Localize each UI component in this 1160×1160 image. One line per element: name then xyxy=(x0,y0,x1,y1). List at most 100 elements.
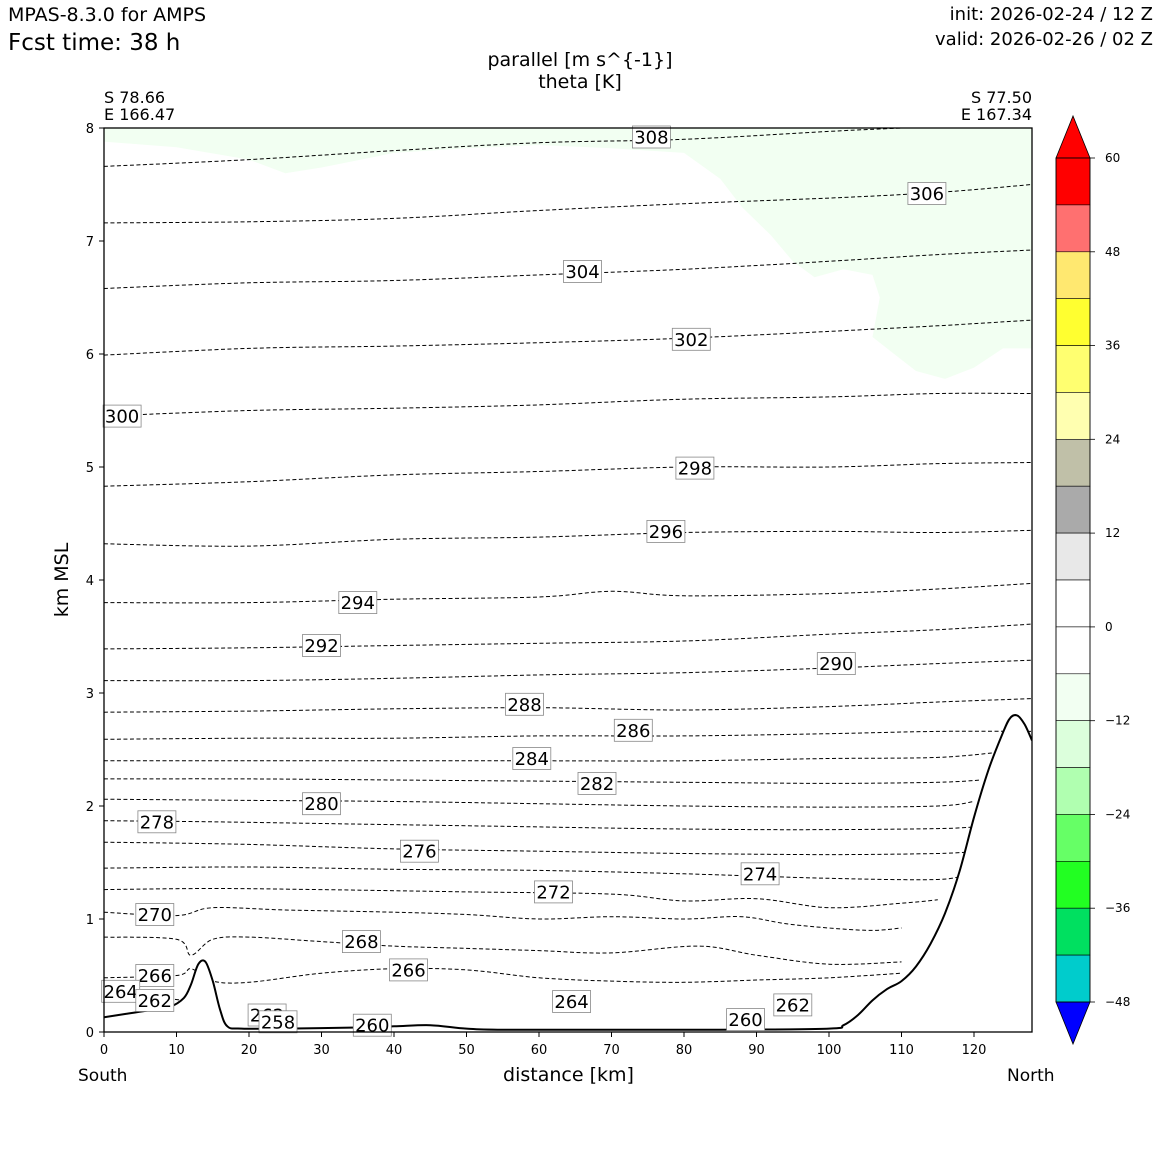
colorbar-bin xyxy=(1055,673,1091,721)
y-tick-label: 7 xyxy=(86,235,94,250)
colorbar-bin xyxy=(1055,157,1091,206)
contour-label-layer: 308 306 304 302 300 298 296 294 292 290 288 286 284 2… xyxy=(101,125,947,1037)
colorbar-tick-label: 60 xyxy=(1105,151,1120,165)
contour-label-box xyxy=(341,930,381,953)
contour-label-288: 288 xyxy=(505,692,544,716)
theta-contour-layer xyxy=(104,128,1032,1001)
contour-label-306: 306 xyxy=(907,182,947,205)
x-axis-label: distance [km] xyxy=(503,1064,634,1086)
colorbar-tick-label: −36 xyxy=(1105,901,1130,915)
contour-label-text: 294 xyxy=(341,593,375,614)
contour-label-box xyxy=(258,1010,298,1034)
y-tick-label: 1 xyxy=(86,913,94,928)
contour-label-274: 274 xyxy=(740,862,780,886)
contour-label-box xyxy=(907,182,947,205)
forecast-time: Fcst time: 38 h xyxy=(8,30,181,56)
colorbar-tick-label: 24 xyxy=(1105,432,1120,446)
colorbar-bin xyxy=(1055,532,1091,581)
colorbar-tick-label: −24 xyxy=(1105,807,1130,821)
colorbar-bin xyxy=(1055,579,1091,628)
colorbar-tick-label: 12 xyxy=(1105,526,1120,540)
theta-contour-306 xyxy=(104,184,1032,224)
terrain-fill xyxy=(104,715,1032,1032)
y-tick-label: 3 xyxy=(86,687,94,702)
theta-contour-268 xyxy=(104,936,902,965)
x-tick-label: 120 xyxy=(962,1043,987,1058)
contour-label-box xyxy=(740,862,780,886)
contour-label-280: 280 xyxy=(302,792,341,816)
contour-label-268: 268 xyxy=(341,930,381,953)
contour-label-text: 266 xyxy=(138,966,172,987)
contour-label-box xyxy=(135,989,175,1012)
contour-label-box xyxy=(577,772,617,795)
y-tick-label: 8 xyxy=(86,122,94,137)
theta-contour-294 xyxy=(104,582,1032,604)
theta-contour-284 xyxy=(104,751,1004,762)
contour-label-box xyxy=(632,125,671,149)
contour-label-box xyxy=(302,634,341,657)
x-tick-label: 50 xyxy=(458,1043,475,1058)
contour-label-266: 266 xyxy=(135,964,175,987)
contour-label-272: 272 xyxy=(534,880,573,903)
contour-label-text: 270 xyxy=(138,905,172,926)
contour-label-text: 302 xyxy=(674,330,708,351)
contour-label-box xyxy=(726,1008,765,1031)
contour-label-270: 270 xyxy=(135,903,175,926)
contour-label-box xyxy=(675,456,715,480)
end-direction-label: North xyxy=(1007,1066,1055,1086)
contour-label-box xyxy=(102,404,142,428)
contour-label-266: 266 xyxy=(389,958,428,981)
contour-label-294: 294 xyxy=(338,591,378,614)
contour-label-box xyxy=(773,993,813,1017)
contour-label-text: 260 xyxy=(355,1016,389,1037)
contour-label-text: 304 xyxy=(565,262,599,283)
contour-label-text: 308 xyxy=(634,128,668,149)
colorbar: 60 48 36 24 12 0 −12 −24 −36 −48 xyxy=(1055,114,1130,1046)
contour-label-284: 284 xyxy=(512,747,552,770)
theta-contour-270 xyxy=(104,907,902,931)
contour-label-304: 304 xyxy=(563,260,602,283)
y-tick-label: 5 xyxy=(86,461,94,476)
contour-label-text: 262 xyxy=(776,995,810,1016)
valid-time: valid: 2026-02-26 / 02 Z xyxy=(935,29,1153,50)
contour-label-258: 258 xyxy=(258,1010,298,1034)
theta-contour-278 xyxy=(104,820,982,831)
contour-label-box xyxy=(302,792,341,816)
contour-label-text: 264 xyxy=(554,992,588,1013)
contour-label-text: 284 xyxy=(515,749,549,770)
contour-label-text: 272 xyxy=(536,882,570,903)
colorbar-tick-label: −48 xyxy=(1105,995,1130,1009)
theta-contour-282 xyxy=(104,778,982,784)
contour-label-264: 264 xyxy=(101,979,141,1003)
contour-label-box xyxy=(352,1013,392,1037)
contour-label-text: 282 xyxy=(580,774,614,795)
colorbar-bin xyxy=(1055,954,1091,1003)
x-tick-label: 30 xyxy=(313,1043,330,1058)
x-tick-label: 70 xyxy=(603,1043,620,1058)
contour-label-text: 286 xyxy=(616,721,650,742)
theta-contour-290 xyxy=(104,659,1032,682)
contour-label-278: 278 xyxy=(137,810,177,833)
y-tick-label: 2 xyxy=(86,800,94,815)
x-tick-label: 20 xyxy=(241,1043,258,1058)
theta-contour-274 xyxy=(104,866,967,881)
contour-label-300: 300 xyxy=(102,404,142,428)
contour-label-text: 258 xyxy=(261,1012,295,1033)
colorbar-bin xyxy=(1055,626,1091,675)
contour-label-text: 296 xyxy=(649,522,683,543)
end-longitude: E 167.34 xyxy=(960,105,1032,124)
colorbar-bin xyxy=(1055,907,1091,956)
contour-label-text: 306 xyxy=(910,184,944,205)
start-direction-label: South xyxy=(78,1066,128,1086)
theta-contour-292 xyxy=(104,623,1032,650)
contour-label-box xyxy=(338,591,378,614)
contour-label-286: 286 xyxy=(613,718,653,742)
contour-label-box xyxy=(563,260,602,283)
contour-label-276: 276 xyxy=(399,839,439,863)
start-point-coords: S 78.66 E 166.47 xyxy=(104,89,175,123)
colorbar-tick-label: −12 xyxy=(1105,714,1130,728)
x-tick-label: 90 xyxy=(748,1043,765,1058)
init-time: init: 2026-02-24 / 12 Z xyxy=(949,4,1153,25)
colorbar-frame xyxy=(1055,157,1091,1003)
